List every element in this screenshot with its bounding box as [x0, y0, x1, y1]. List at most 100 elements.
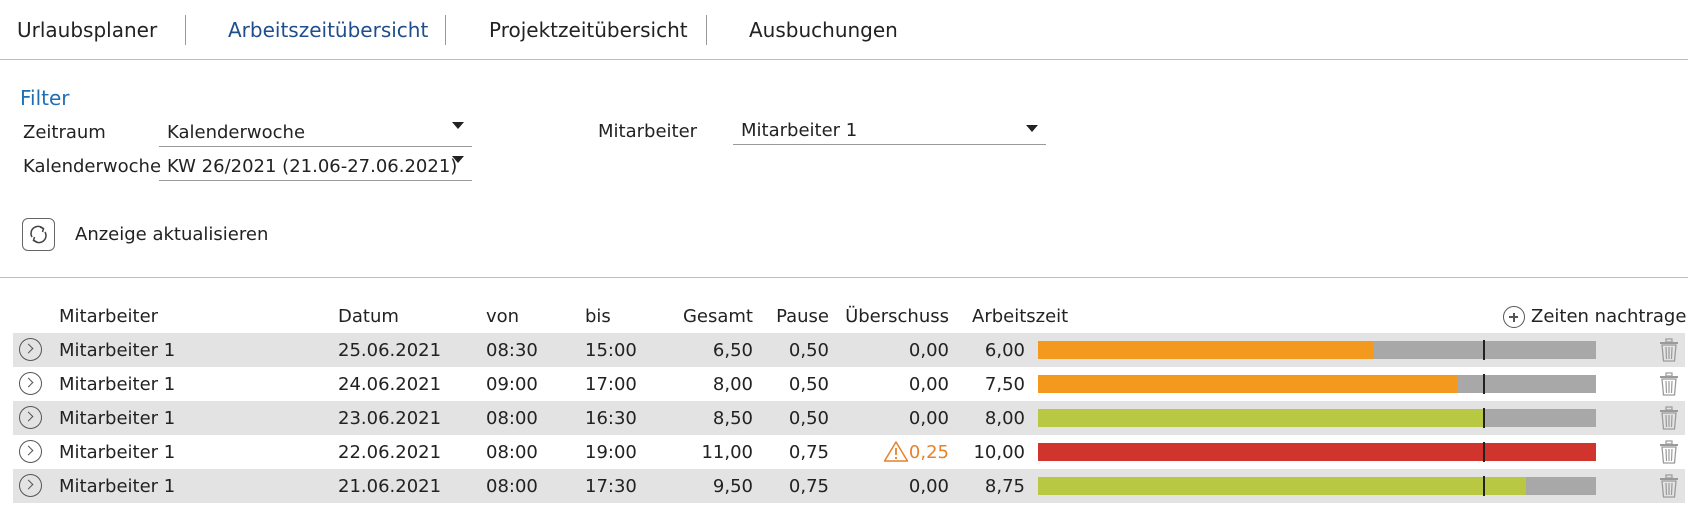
- refresh-label[interactable]: Anzeige aktualisieren: [75, 224, 269, 245]
- tab-separator: [185, 15, 186, 45]
- cell-bis: 17:30: [585, 476, 637, 497]
- refresh-icon: [30, 225, 47, 244]
- cell-arbeitszeit: 8,00: [984, 408, 1025, 429]
- worktime-bar: [1038, 442, 1596, 462]
- cell-datum: 25.06.2021: [338, 340, 442, 361]
- cell-gesamt: 8,00: [712, 374, 753, 395]
- chevron-right-icon[interactable]: [19, 474, 42, 497]
- tab-separator: [445, 15, 446, 45]
- trash-icon[interactable]: [1658, 440, 1680, 464]
- table-row[interactable]: Mitarbeiter 1 22.06.2021 08:00 19:00 11,00 0,…: [13, 435, 1685, 469]
- tab-arbeitszeituebersicht[interactable]: Arbeitszeitübersicht: [228, 18, 429, 42]
- cell-gesamt: 9,50: [712, 476, 753, 497]
- cell-mitarbeiter: Mitarbeiter 1: [59, 442, 176, 463]
- table-row[interactable]: Mitarbeiter 1 24.06.2021 09:00 17:00 8,00 0,5…: [13, 367, 1685, 401]
- plus-circle-icon: [1503, 306, 1525, 328]
- add-times-label: Zeiten nachtragen: [1531, 306, 1688, 327]
- worktime-bar-fill: [1038, 375, 1457, 393]
- cell-bis: 17:00: [585, 374, 637, 395]
- kalenderwoche-select[interactable]: KW 26/2021 (21.06-27.06.2021): [159, 148, 472, 181]
- tab-separator: [706, 15, 707, 45]
- cell-ueberschuss: 0,00: [908, 340, 949, 361]
- tab-projektzeituebersicht[interactable]: Projektzeitübersicht: [489, 18, 688, 42]
- tab-ausbuchungen[interactable]: Ausbuchungen: [749, 18, 898, 42]
- trash-icon[interactable]: [1658, 474, 1680, 498]
- cell-gesamt: 6,50: [712, 340, 753, 361]
- cell-ueberschuss: 0,00: [908, 374, 949, 395]
- table-row[interactable]: Mitarbeiter 1 23.06.2021 08:00 16:30 8,50 0,5…: [13, 401, 1685, 435]
- filter-title: Filter: [20, 86, 70, 110]
- table-row[interactable]: Mitarbeiter 1 25.06.2021 08:30 15:00 6,50 0,5…: [13, 333, 1685, 367]
- cell-von: 08:00: [486, 476, 538, 497]
- worktime-bar-fill: [1038, 341, 1373, 359]
- worktime-bar: [1038, 340, 1596, 360]
- cell-bis: 16:30: [585, 408, 637, 429]
- cell-mitarbeiter: Mitarbeiter 1: [59, 476, 176, 497]
- cell-gesamt: 11,00: [701, 442, 753, 463]
- cell-datum: 24.06.2021: [338, 374, 442, 395]
- target-marker: [1483, 340, 1486, 360]
- cell-bis: 15:00: [585, 340, 637, 361]
- cell-arbeitszeit: 6,00: [984, 340, 1025, 361]
- cell-pause: 0,50: [788, 408, 829, 429]
- cell-pause: 0,75: [788, 476, 829, 497]
- chevron-down-icon: [452, 156, 464, 163]
- worktime-bar-fill: [1038, 409, 1485, 427]
- cell-ueberschuss: 0,00: [908, 408, 949, 429]
- zeitraum-value: Kalenderwoche: [167, 122, 306, 143]
- header-ueberschuss: Überschuss: [845, 306, 949, 327]
- header-mitarbeiter: Mitarbeiter: [59, 306, 159, 327]
- warning-icon: [883, 441, 909, 462]
- header-bis: bis: [585, 306, 611, 327]
- zeitraum-label: Zeitraum: [23, 122, 106, 143]
- cell-pause: 0,75: [788, 442, 829, 463]
- cell-von: 09:00: [486, 374, 538, 395]
- add-times-button[interactable]: Zeiten nachtragen: [1503, 304, 1688, 332]
- table-row[interactable]: Mitarbeiter 1 21.06.2021 08:00 17:30 9,50 0,7…: [13, 469, 1685, 503]
- cell-gesamt: 8,50: [712, 408, 753, 429]
- trash-icon[interactable]: [1658, 406, 1680, 430]
- refresh-button[interactable]: [22, 218, 55, 251]
- header-von: von: [486, 306, 520, 327]
- tab-bar: Urlaubsplaner Arbeitszeitübersicht Proje…: [0, 0, 1688, 60]
- kalenderwoche-label: Kalenderwoche: [23, 156, 162, 177]
- cell-von: 08:30: [486, 340, 538, 361]
- section-divider: [0, 277, 1688, 278]
- cell-datum: 23.06.2021: [338, 408, 442, 429]
- chevron-right-icon[interactable]: [19, 406, 42, 429]
- mitarbeiter-select[interactable]: Mitarbeiter 1: [733, 112, 1046, 145]
- trash-icon[interactable]: [1658, 338, 1680, 362]
- cell-pause: 0,50: [788, 374, 829, 395]
- header-gesamt: Gesamt: [682, 306, 753, 327]
- zeitraum-select[interactable]: Kalenderwoche: [159, 114, 472, 147]
- worktime-bar-fill: [1038, 477, 1527, 495]
- trash-icon[interactable]: [1658, 372, 1680, 396]
- cell-bis: 19:00: [585, 442, 637, 463]
- chevron-right-icon[interactable]: [19, 440, 42, 463]
- chevron-down-icon: [1026, 125, 1038, 132]
- mitarbeiter-value: Mitarbeiter 1: [741, 120, 858, 141]
- cell-mitarbeiter: Mitarbeiter 1: [59, 340, 176, 361]
- chevron-down-icon: [452, 122, 464, 129]
- cell-ueberschuss: 0,25: [908, 442, 949, 463]
- target-marker: [1483, 476, 1486, 496]
- worktime-bar-fill: [1038, 443, 1596, 461]
- chevron-right-icon[interactable]: [19, 338, 42, 361]
- chevron-right-icon[interactable]: [19, 372, 42, 395]
- target-marker: [1483, 374, 1486, 394]
- cell-datum: 22.06.2021: [338, 442, 442, 463]
- cell-arbeitszeit: 7,50: [984, 374, 1025, 395]
- target-marker: [1483, 408, 1486, 428]
- cell-von: 08:00: [486, 442, 538, 463]
- header-pause: Pause: [776, 306, 829, 327]
- cell-mitarbeiter: Mitarbeiter 1: [59, 374, 176, 395]
- worktime-bar: [1038, 476, 1596, 496]
- cell-mitarbeiter: Mitarbeiter 1: [59, 408, 176, 429]
- cell-arbeitszeit: 8,75: [984, 476, 1025, 497]
- cell-datum: 21.06.2021: [338, 476, 442, 497]
- kalenderwoche-value: KW 26/2021 (21.06-27.06.2021): [167, 156, 458, 177]
- header-arbeitszeit: Arbeitszeit: [972, 306, 1069, 327]
- cell-von: 08:00: [486, 408, 538, 429]
- worktime-bar: [1038, 408, 1596, 428]
- tab-urlaubsplaner[interactable]: Urlaubsplaner: [17, 18, 158, 42]
